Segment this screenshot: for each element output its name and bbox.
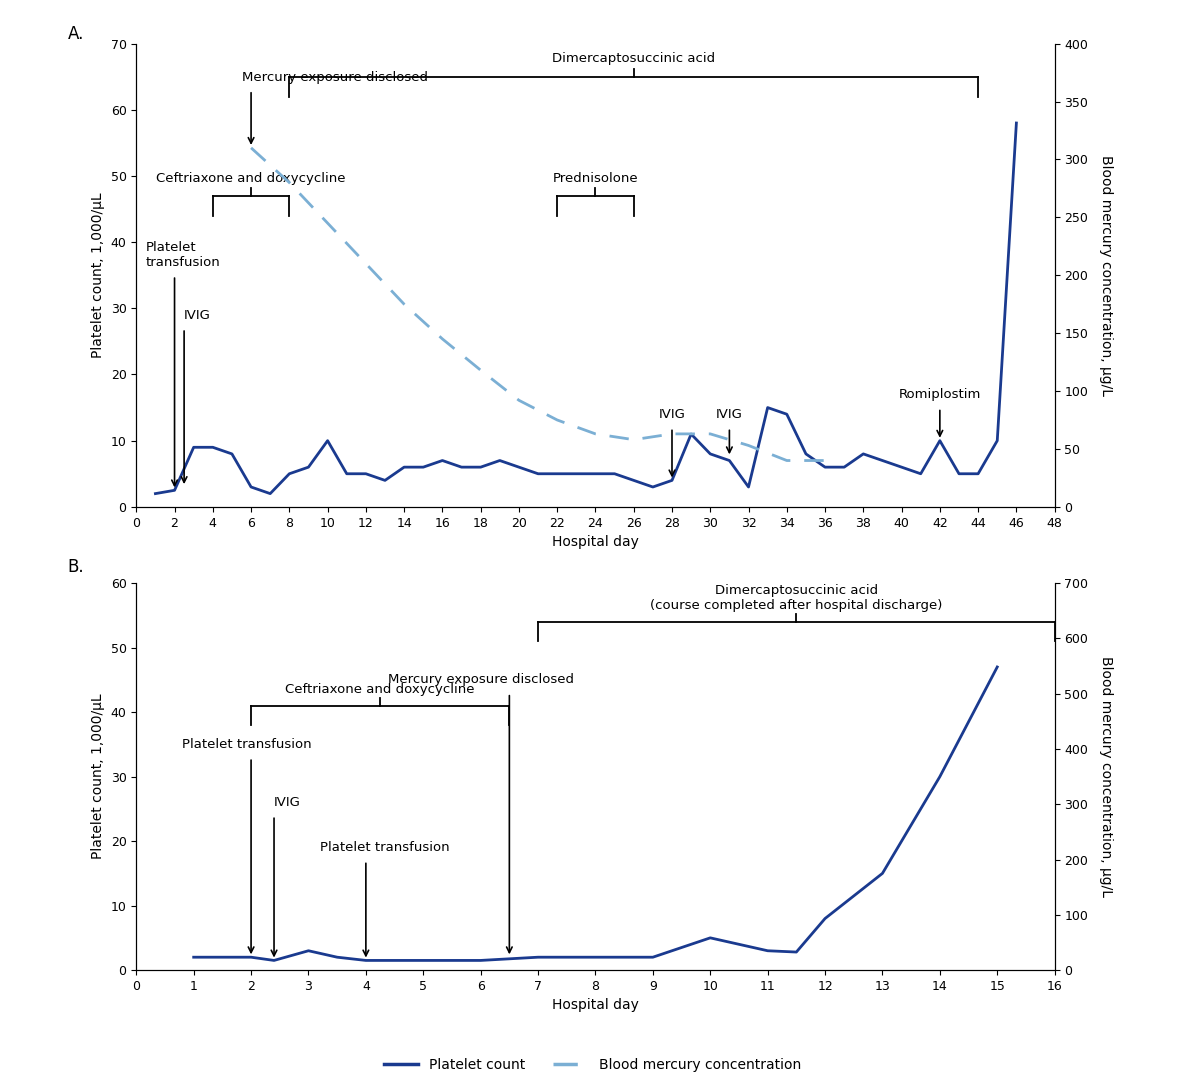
X-axis label: Hospital day: Hospital day (552, 998, 639, 1013)
Text: Platelet transfusion: Platelet transfusion (182, 738, 312, 751)
Y-axis label: Blood mercury concentration, μg/L: Blood mercury concentration, μg/L (1100, 656, 1114, 897)
Text: IVIG: IVIG (716, 408, 743, 421)
Legend: Platelet count, Blood mercury concentration: Platelet count, Blood mercury concentrat… (378, 1053, 807, 1078)
Y-axis label: Blood mercury concentration, μg/L: Blood mercury concentration, μg/L (1100, 155, 1113, 396)
Text: B.: B. (68, 558, 84, 576)
Text: Ceftriaxone and doxycycline: Ceftriaxone and doxycycline (286, 683, 475, 697)
Text: IVIG: IVIG (274, 796, 301, 809)
Text: Ceftriaxone and doxycycline: Ceftriaxone and doxycycline (156, 171, 346, 184)
Text: IVIG: IVIG (184, 308, 211, 322)
Text: Platelet transfusion: Platelet transfusion (320, 841, 449, 855)
X-axis label: Hospital day: Hospital day (552, 535, 639, 549)
Text: Dimercaptosuccinic acid: Dimercaptosuccinic acid (552, 52, 716, 65)
Text: Mercury exposure disclosed: Mercury exposure disclosed (387, 674, 574, 687)
Text: Dimercaptosuccinic acid
(course completed after hospital discharge): Dimercaptosuccinic acid (course complete… (651, 584, 942, 613)
Text: Prednisolone: Prednisolone (552, 171, 639, 184)
Y-axis label: Platelet count, 1,000/μL: Platelet count, 1,000/μL (91, 694, 105, 859)
Text: Romiplostim: Romiplostim (898, 388, 981, 401)
Text: A.: A. (68, 25, 84, 44)
Text: Platelet
transfusion: Platelet transfusion (146, 241, 220, 268)
Y-axis label: Platelet count, 1,000/μL: Platelet count, 1,000/μL (91, 193, 105, 358)
Text: IVIG: IVIG (659, 408, 685, 421)
Text: Mercury exposure disclosed: Mercury exposure disclosed (242, 71, 428, 84)
